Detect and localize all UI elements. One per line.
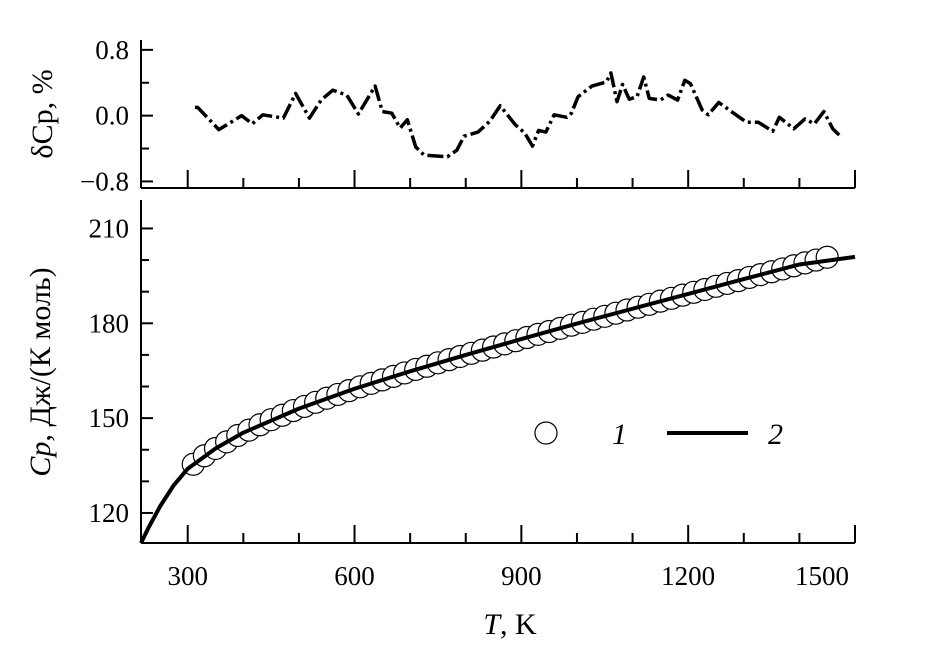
y-tick-label: 180 [89,308,130,338]
top-y-tick-label: 0.8 [95,35,129,65]
bottom-panel: 120 150 180 210 300 600 900 1200 1500 1 2 [89,200,856,591]
top-y-tick-label: 0.0 [95,101,129,131]
x-tick-label: 1200 [661,561,715,591]
y-tick-label: 210 [89,213,130,243]
x-label-units: , K [500,608,537,641]
x-label-symbol: T [483,608,502,641]
y-label-symbol: Cp [24,442,57,477]
top-y-axis-label: δCp, % [26,69,59,158]
data-point [815,245,839,269]
top-y-tick-label: −0.8 [80,166,129,196]
y-tick-label: 150 [89,403,130,433]
legend-circle-marker [534,421,558,445]
x-axis-label: T, K [483,608,537,641]
bottom-y-axis-label: Cp, Дж/(К моль) [24,267,57,476]
fit-curve [139,254,856,544]
legend-label-2: 2 [768,418,783,451]
top-panel: 0.8 0.0 −0.8 [80,35,856,196]
x-tick-label: 300 [167,561,208,591]
y-label-units: , Дж/(К моль) [24,267,57,441]
x-tick-label: 900 [501,561,542,591]
deviation-line [194,71,843,159]
y-tick-label: 120 [89,498,130,528]
x-tick-label: 1500 [795,561,849,591]
legend-label-1: 1 [612,418,627,451]
x-tick-label: 600 [334,561,375,591]
